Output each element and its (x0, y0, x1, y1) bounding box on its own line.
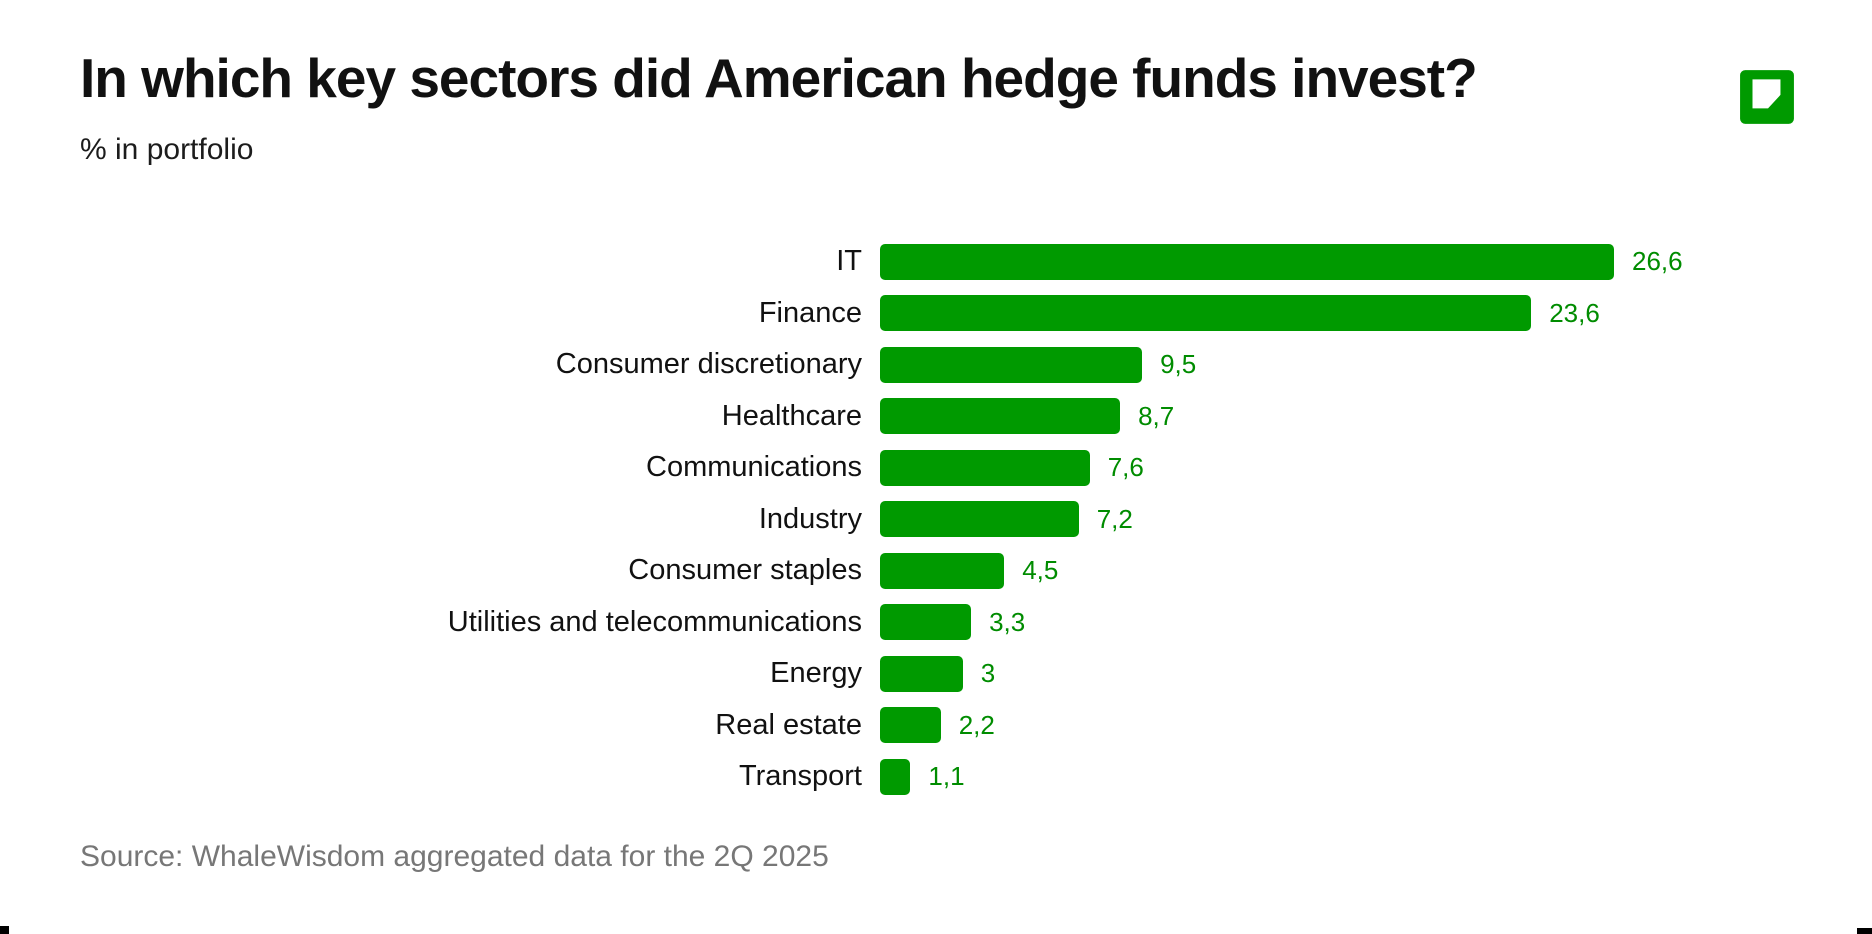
value-label: 8,7 (1138, 400, 1175, 431)
bar[interactable] (880, 707, 941, 744)
source-note: Source: WhaleWisdom aggregated data for … (80, 840, 829, 873)
value-label: 23,6 (1549, 297, 1600, 328)
bar-row: Energy 3 (80, 648, 1872, 700)
bar[interactable] (880, 295, 1532, 332)
category-label: Finance (758, 296, 862, 329)
value-label: 7,6 (1107, 452, 1144, 483)
category-label: IT (836, 245, 862, 278)
bar-row: Real estate 2,2 (80, 700, 1872, 752)
bar-chart: IT 26,6 Finance 23,6 Consumer discretionary 9… (80, 236, 1872, 803)
category-label: Energy (770, 657, 862, 690)
cropped-footer-mark-right (1857, 928, 1872, 934)
green-cube-logo-icon (1740, 70, 1794, 124)
value-label: 3,3 (989, 606, 1026, 637)
category-label: Communications (646, 451, 862, 484)
bar-row: Utilities and telecommunications 3,3 (80, 597, 1872, 649)
value-label: 7,2 (1096, 503, 1133, 534)
bar[interactable] (880, 243, 1614, 280)
bar-row: Consumer discretionary 9,5 (80, 339, 1872, 391)
bar-row: Transport 1,1 (80, 751, 1872, 803)
bar-area: 3 (880, 655, 996, 692)
bar-row: Finance 23,6 (80, 288, 1872, 340)
bar[interactable] (880, 346, 1143, 383)
value-label: 2,2 (958, 709, 995, 740)
bar-row: Industry 7,2 (80, 494, 1872, 546)
value-label: 9,5 (1160, 349, 1197, 380)
category-label: Consumer discretionary (555, 348, 862, 381)
bar[interactable] (880, 398, 1121, 435)
bar[interactable] (880, 552, 1005, 589)
bar[interactable] (880, 758, 911, 795)
value-label: 3 (980, 658, 996, 689)
bar-area: 8,7 (880, 398, 1175, 435)
category-label: Industry (758, 502, 862, 535)
category-label: Transport (738, 760, 862, 793)
page-title: In which key sectors did American hedge … (80, 47, 1478, 109)
value-label: 1,1 (928, 761, 965, 792)
bar-area: 2,2 (880, 707, 995, 744)
category-label: Consumer staples (628, 554, 862, 587)
bar[interactable] (880, 604, 972, 641)
bar-row: Communications 7,6 (80, 442, 1872, 494)
category-label: Healthcare (721, 399, 862, 432)
bar-row: Healthcare 8,7 (80, 391, 1872, 443)
bar-area: 3,3 (880, 604, 1026, 641)
bar[interactable] (880, 655, 963, 692)
chart-subtitle: % in portfolio (80, 132, 254, 166)
bar-area: 26,6 (880, 243, 1683, 280)
value-label: 26,6 (1632, 246, 1683, 277)
bar-area: 7,2 (880, 501, 1133, 538)
cropped-footer-mark-left (0, 926, 9, 934)
bar-area: 1,1 (880, 758, 965, 795)
value-label: 4,5 (1022, 555, 1059, 586)
bar[interactable] (880, 449, 1090, 486)
bar-area: 23,6 (880, 295, 1600, 332)
category-label: Utilities and telecommunications (447, 605, 862, 638)
bar-area: 4,5 (880, 552, 1059, 589)
chart-header: In which key sectors did American hedge … (80, 48, 1812, 167)
bar-row: Consumer staples 4,5 (80, 545, 1872, 597)
bar[interactable] (880, 501, 1079, 538)
bar-row: IT 26,6 (80, 236, 1872, 288)
category-label: Real estate (715, 708, 862, 741)
bar-area: 9,5 (880, 346, 1197, 383)
bar-area: 7,6 (880, 449, 1144, 486)
